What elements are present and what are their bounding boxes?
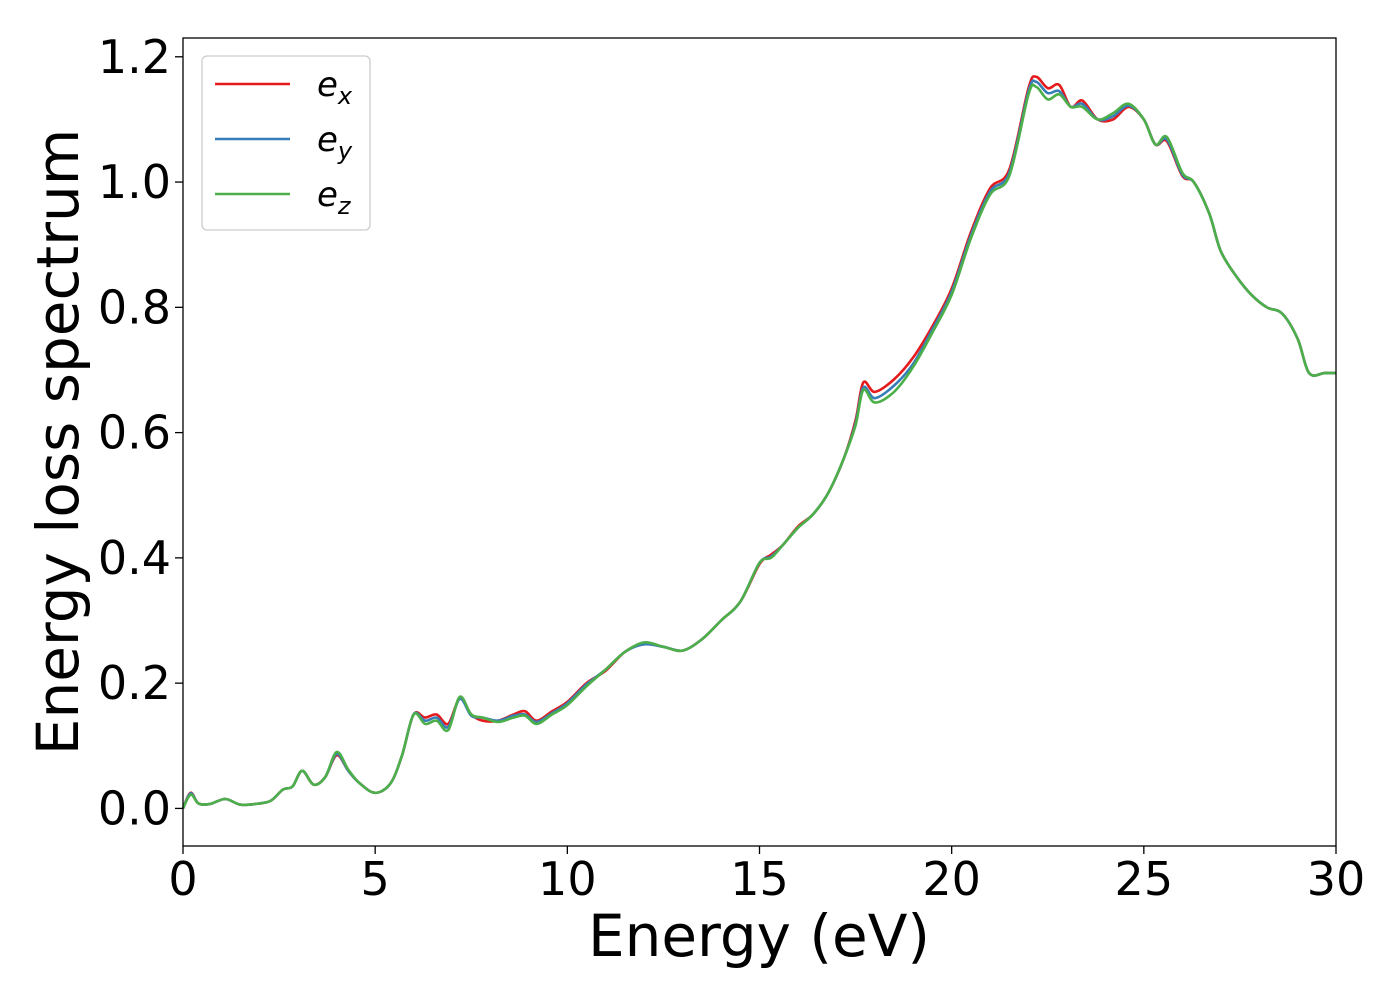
y-axis-title: Energy loss spectrum [24,129,92,755]
x-tick-label: 20 [922,852,981,906]
legend-label-ey: ey [317,120,353,165]
legend-label-ex: ex [317,65,353,110]
x-tick-label: 30 [1307,852,1366,906]
y-tick-label: 0.8 [98,280,171,334]
x-tick-label: 15 [730,852,789,906]
series-line-ez [181,83,1336,810]
x-tick-label: 10 [538,852,597,906]
x-axis: 0 5 10 15 20 25 30 [168,846,1365,906]
y-tick-label: 1.2 [98,30,171,84]
x-tick-label: 25 [1115,852,1174,906]
y-axis: 0.0 0.2 0.4 0.6 0.8 1.0 1.2 [98,30,183,835]
legend-box [201,55,371,231]
legend-label-ez: ez [317,175,352,220]
x-tick-label: 5 [361,852,390,906]
series-layer [181,75,1336,810]
y-tick-label: 0.2 [98,656,171,710]
legend: ex ey ez [201,55,371,231]
y-tick-label: 1.0 [98,155,171,209]
y-tick-label: 0.6 [98,406,171,460]
y-tick-label: 0.0 [98,781,171,835]
x-axis-title: Energy (eV) [588,902,930,970]
x-tick-label: 0 [168,852,197,906]
y-tick-label: 0.4 [98,531,171,585]
